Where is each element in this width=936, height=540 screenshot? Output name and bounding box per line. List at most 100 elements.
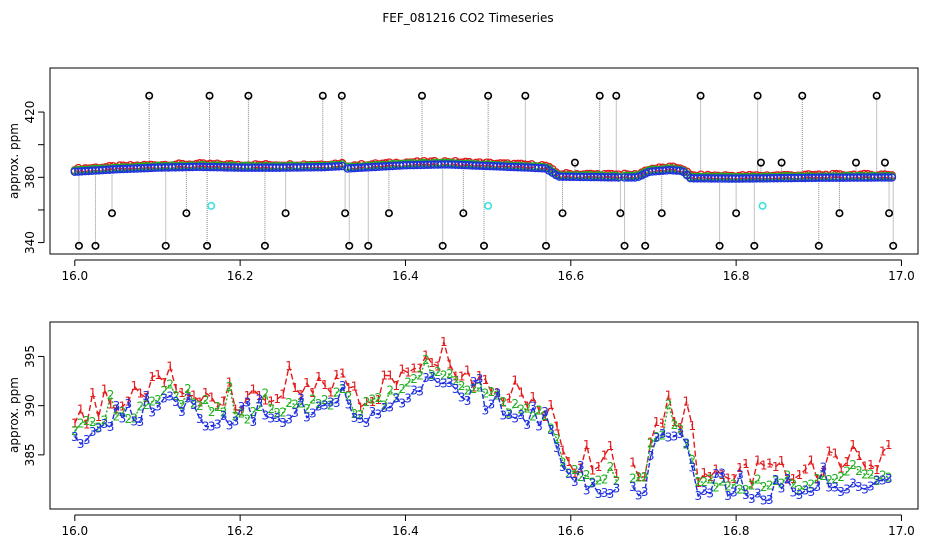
series-3-marker: 3 bbox=[784, 472, 792, 486]
series-2-marker: 2 bbox=[404, 375, 412, 389]
series-2-marker: 2 bbox=[83, 414, 91, 428]
series-1-marker: 1 bbox=[754, 453, 762, 467]
series-2-marker: 2 bbox=[718, 475, 726, 489]
series-1-marker: 1 bbox=[357, 400, 365, 414]
series-3-marker: 3 bbox=[641, 485, 649, 499]
series-1-marker: 1 bbox=[843, 455, 851, 469]
series-3-marker: 3 bbox=[339, 379, 347, 393]
x-tick-label: 16.6 bbox=[557, 524, 584, 538]
outlier-point bbox=[364, 241, 373, 250]
series-3-marker: 3 bbox=[202, 420, 210, 434]
top-panel: 16.0 16.2 16.4 16.6 16.8 17.0 340 380 420 appro… bbox=[7, 67, 919, 283]
series-1-marker: 1 bbox=[760, 458, 768, 472]
series-1-marker: 1 bbox=[261, 393, 269, 407]
series-1-marker: 1 bbox=[327, 385, 335, 399]
series-1-marker: 1 bbox=[635, 470, 643, 484]
series-3-marker: 3 bbox=[244, 396, 252, 410]
series-1-marker: 1 bbox=[825, 445, 833, 459]
series-3-marker: 3 bbox=[172, 395, 180, 409]
series-3-marker: 3 bbox=[813, 480, 821, 494]
series-1-marker: 1 bbox=[226, 376, 234, 390]
series-1-marker: 1 bbox=[428, 356, 436, 370]
series-3-marker: 3 bbox=[772, 473, 780, 487]
series-1-line bbox=[74, 341, 618, 475]
series-2-marker: 2 bbox=[71, 424, 79, 438]
series-1-marker: 1 bbox=[671, 415, 679, 429]
outlier-point bbox=[484, 91, 493, 100]
series-1-marker: 1 bbox=[446, 358, 454, 372]
series-3-marker: 3 bbox=[825, 481, 833, 495]
series-2-marker: 2 bbox=[500, 395, 508, 409]
series-1-marker: 1 bbox=[601, 448, 609, 462]
series-1-marker: 1 bbox=[345, 381, 353, 395]
series-3-marker: 3 bbox=[808, 485, 816, 499]
series-3-marker: 3 bbox=[261, 409, 269, 423]
series-1-marker: 1 bbox=[410, 362, 418, 376]
outlier-point bbox=[161, 241, 170, 250]
series-3-marker: 3 bbox=[766, 493, 774, 507]
series-3-marker: 3 bbox=[754, 487, 762, 501]
series-3-marker: 3 bbox=[113, 399, 121, 413]
series-2-marker: 2 bbox=[802, 479, 810, 493]
x-tick-label: 16.4 bbox=[392, 524, 419, 538]
series-2-line bbox=[632, 404, 889, 491]
series-2-marker: 2 bbox=[398, 382, 406, 396]
series-3-point bbox=[614, 173, 623, 182]
x-tick-label: 16.0 bbox=[61, 524, 88, 538]
series-3-marker: 3 bbox=[694, 489, 702, 503]
series-2-marker: 2 bbox=[107, 388, 115, 402]
series-2-marker: 2 bbox=[464, 384, 472, 398]
series-2-marker: 2 bbox=[386, 384, 394, 398]
series-3-marker: 3 bbox=[724, 489, 732, 503]
outlier-point bbox=[345, 241, 354, 250]
outlier-point bbox=[337, 91, 346, 100]
x-tick-label: 16.6 bbox=[557, 269, 584, 283]
series-3-marker: 3 bbox=[831, 480, 839, 494]
series-1-marker: 1 bbox=[885, 438, 893, 452]
series-2-marker: 2 bbox=[885, 470, 893, 484]
series-1-marker: 1 bbox=[95, 410, 103, 424]
series-1-marker: 1 bbox=[214, 400, 222, 414]
x-tick-label: 17.0 bbox=[888, 524, 915, 538]
series-3-marker: 3 bbox=[232, 414, 240, 428]
series-1-marker: 1 bbox=[351, 380, 359, 394]
series-2-marker: 2 bbox=[250, 405, 258, 419]
series-2-marker: 2 bbox=[297, 397, 305, 411]
series-2-marker: 2 bbox=[309, 393, 317, 407]
series-2-marker: 2 bbox=[476, 381, 484, 395]
series-1-marker: 1 bbox=[392, 379, 400, 393]
series-1-marker: 1 bbox=[565, 455, 573, 469]
series-2-marker: 2 bbox=[119, 405, 127, 419]
series-3-marker: 3 bbox=[291, 406, 299, 420]
series-1-marker: 1 bbox=[529, 390, 537, 404]
series-2-marker: 2 bbox=[694, 475, 702, 489]
series-2-marker: 2 bbox=[831, 472, 839, 486]
bottom-panel-frame bbox=[49, 321, 919, 510]
outlier-point bbox=[244, 91, 253, 100]
series-1-marker: 1 bbox=[861, 460, 869, 474]
series-3-marker: 3 bbox=[665, 430, 673, 444]
series-3-line bbox=[74, 376, 617, 495]
series-3-marker: 3 bbox=[867, 480, 875, 494]
series-2-marker: 2 bbox=[837, 470, 845, 484]
series-2-marker: 2 bbox=[136, 399, 144, 413]
series-2-marker: 2 bbox=[178, 398, 186, 412]
series-1-marker: 1 bbox=[244, 389, 252, 403]
series-3-marker: 3 bbox=[410, 384, 418, 398]
series-1-marker: 1 bbox=[700, 466, 708, 480]
series-3-point bbox=[610, 173, 620, 182]
series-3-marker: 3 bbox=[529, 400, 537, 414]
series-1-marker: 1 bbox=[541, 410, 549, 424]
series-3-marker: 3 bbox=[178, 405, 186, 419]
series-1-marker: 1 bbox=[742, 457, 750, 471]
series-2-marker: 2 bbox=[855, 464, 863, 478]
series-3-marker: 3 bbox=[136, 415, 144, 429]
series-1-marker: 1 bbox=[267, 395, 275, 409]
series-1-marker: 1 bbox=[440, 335, 448, 349]
outlier-point bbox=[715, 241, 724, 250]
series-1-marker: 1 bbox=[238, 405, 246, 419]
series-3-marker: 3 bbox=[607, 487, 615, 501]
series-3-marker: 3 bbox=[363, 416, 371, 430]
outlier-point bbox=[889, 241, 898, 250]
series-2-marker: 2 bbox=[873, 474, 881, 488]
